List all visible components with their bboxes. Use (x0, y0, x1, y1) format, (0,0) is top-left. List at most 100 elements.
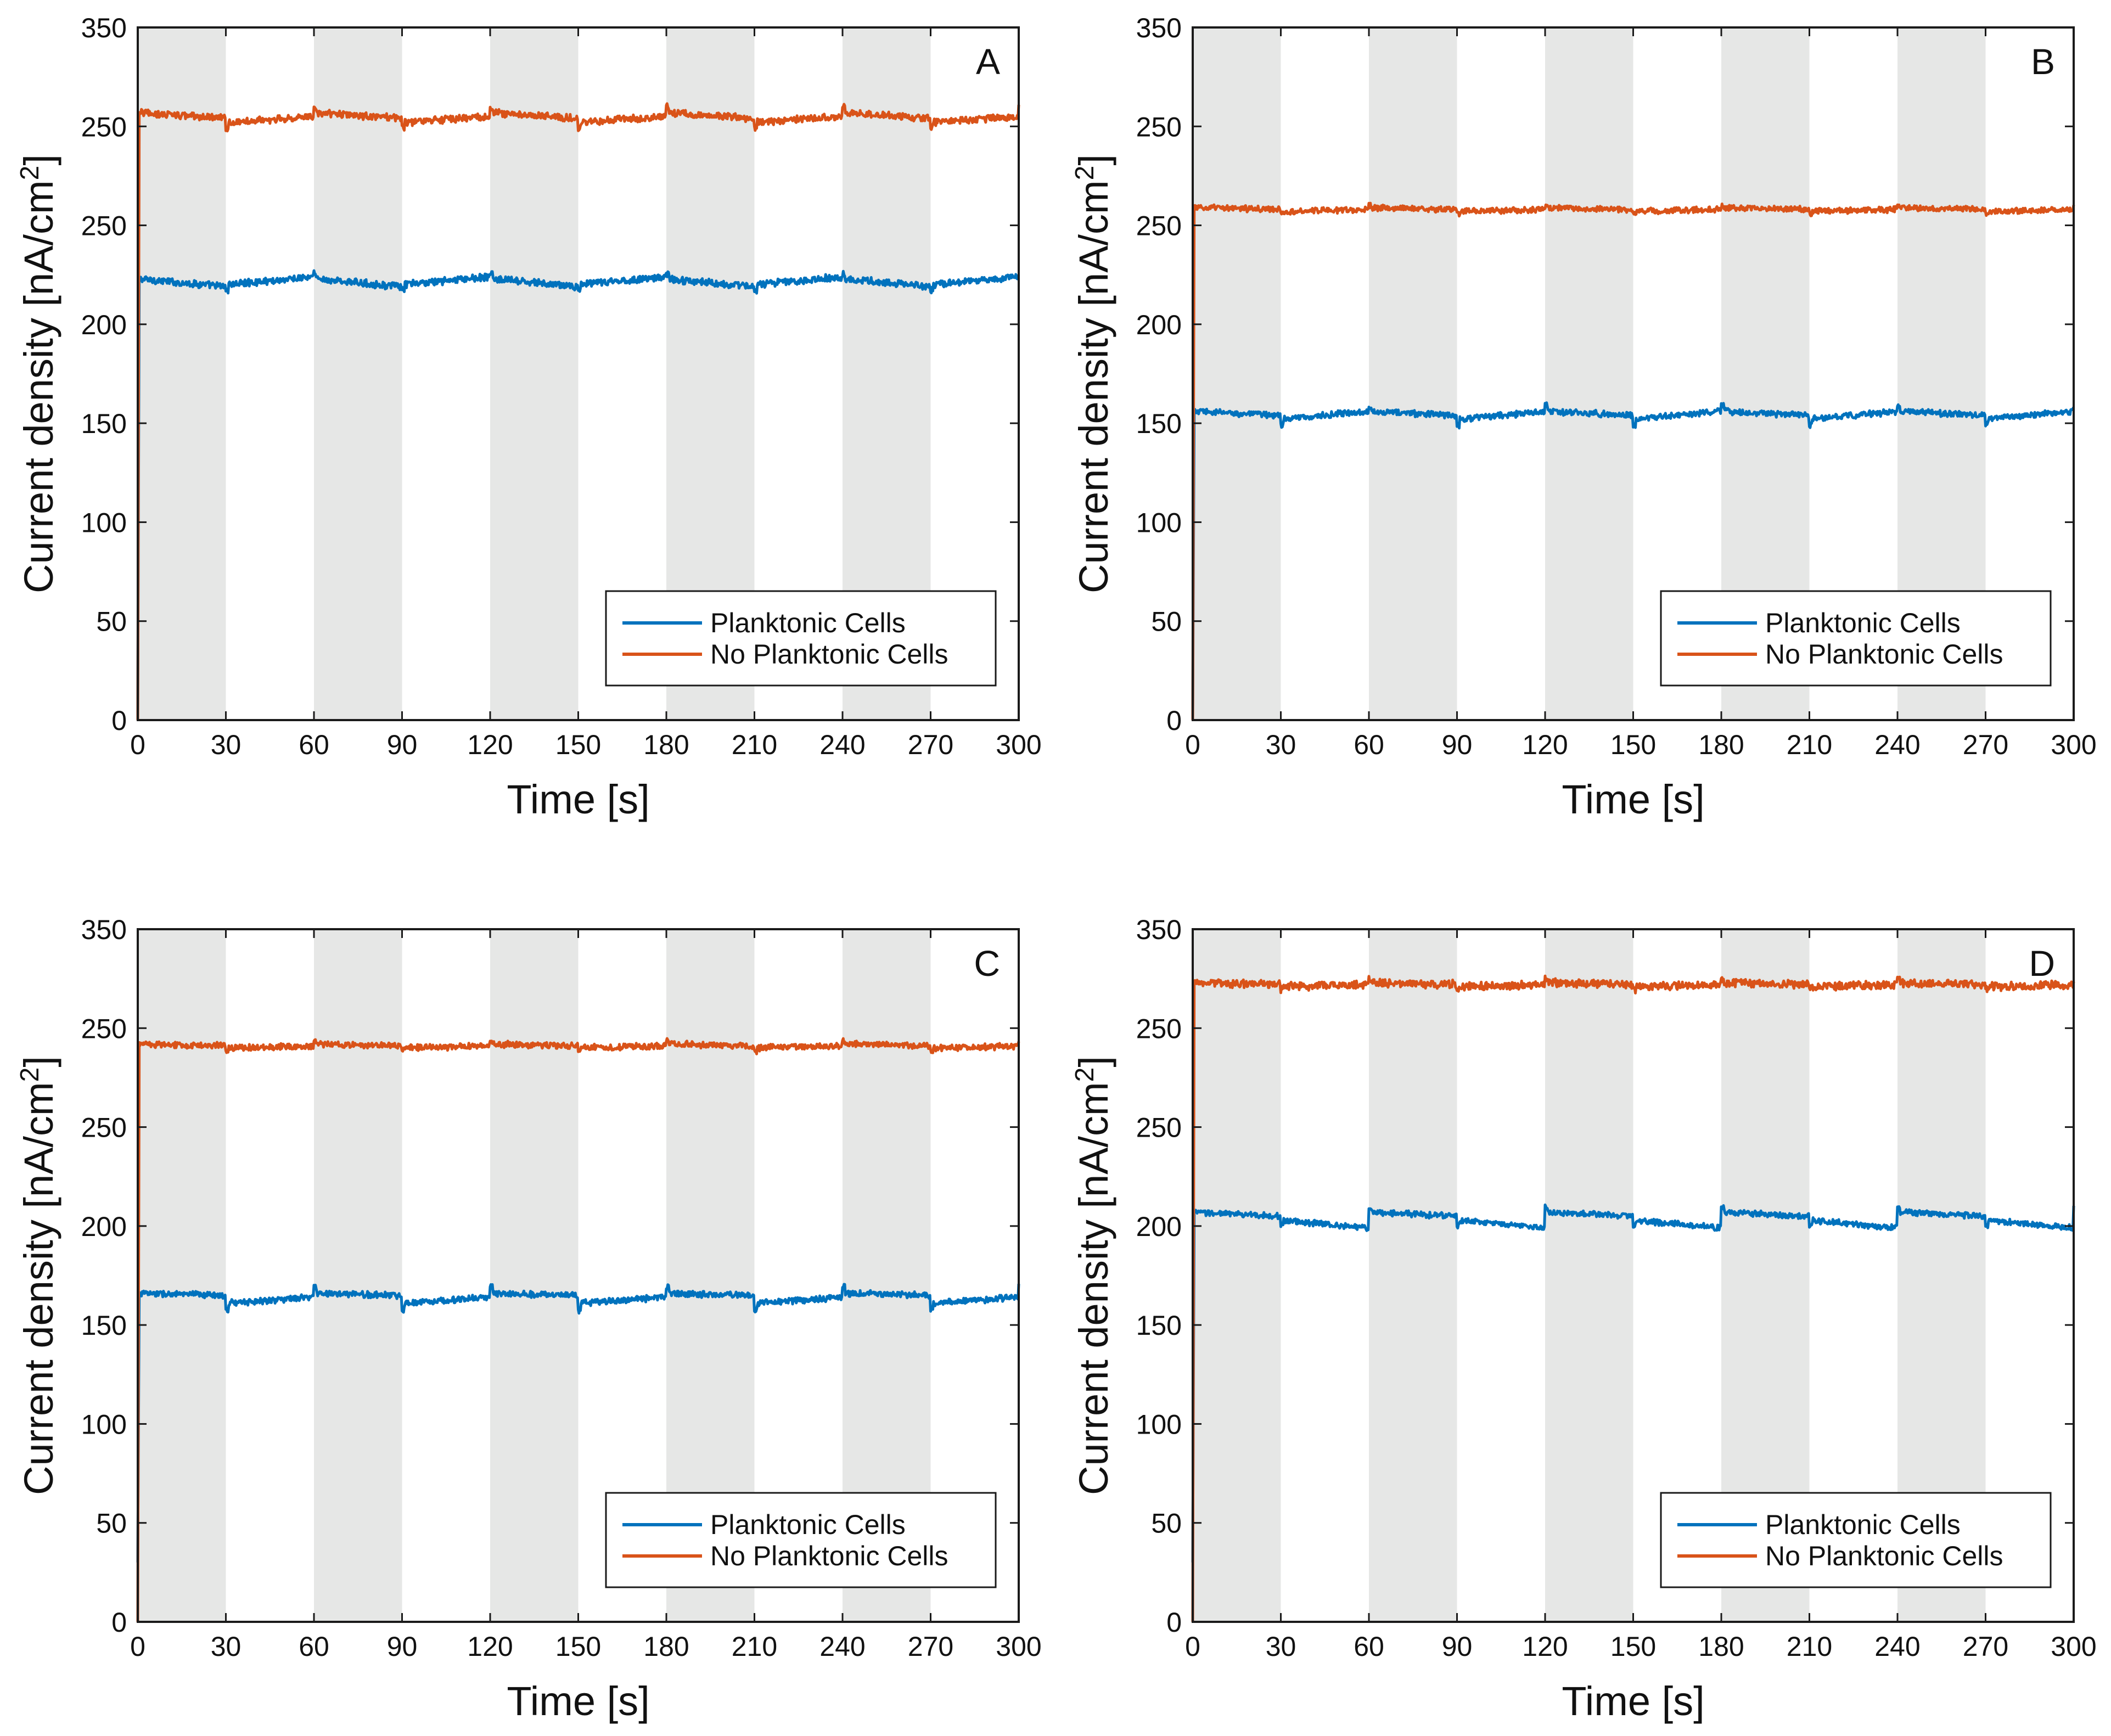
y-tick-label: 0 (1166, 1607, 1182, 1638)
x-tick-label: 0 (1185, 729, 1200, 760)
x-tick-label: 60 (1354, 729, 1384, 760)
y-axis-title-superscript: 2 (15, 1068, 44, 1082)
y-axis-title-end: ] (16, 1056, 61, 1068)
x-tick-label: 150 (1610, 1631, 1656, 1662)
y-tick-label: 150 (1136, 408, 1182, 439)
series-line-no-planktonic (1191, 974, 2075, 1622)
x-tick-label: 0 (130, 1631, 145, 1662)
y-tick-label: 350 (1136, 914, 1182, 945)
y-axis-title-superscript: 2 (15, 166, 44, 181)
x-axis-title: Time [s] (507, 777, 649, 822)
x-tick-label: 240 (1874, 729, 1920, 760)
x-tick-label: 180 (1698, 729, 1744, 760)
x-tick-label: 210 (1787, 1631, 1832, 1662)
series-line-planktonic (136, 269, 1020, 721)
x-tick-label: 270 (1963, 1631, 2008, 1662)
x-axis-title: Time [s] (1562, 777, 1704, 822)
x-tick-label: 120 (1522, 1631, 1568, 1662)
y-tick-label: 200 (81, 310, 127, 340)
x-tick-label: 300 (996, 729, 1041, 760)
x-tick-label: 30 (1266, 1631, 1296, 1662)
shaded-interval (314, 27, 402, 720)
legend-label: Planktonic Cells (1765, 1509, 1961, 1540)
y-tick-label: 250 (1136, 211, 1182, 241)
series-line-planktonic (136, 1283, 1020, 1563)
legend-label: No Planktonic Cells (1765, 639, 2003, 670)
shaded-interval (314, 929, 402, 1622)
x-tick-label: 240 (1874, 1631, 1920, 1662)
legend-box (1660, 1492, 2052, 1588)
y-tick-label: 250 (1136, 1013, 1182, 1044)
shaded-interval (1369, 27, 1457, 720)
legend-box (605, 590, 997, 687)
x-tick-label: 120 (467, 1631, 513, 1662)
y-axis-title-end: ] (1071, 1056, 1116, 1068)
y-tick-label: 50 (1151, 606, 1182, 637)
y-tick-label: 350 (81, 13, 127, 43)
x-tick-label: 90 (1442, 1631, 1473, 1662)
y-tick-label: 250 (81, 211, 127, 241)
legend-label: No Planktonic Cells (710, 639, 948, 670)
y-tick-label: 200 (1136, 1211, 1182, 1242)
x-tick-label: 270 (908, 1631, 953, 1662)
y-tick-label: 50 (1151, 1508, 1182, 1539)
x-tick-label: 270 (1963, 729, 2008, 760)
chart-panel-B: 0 30 60 90 120 150 180 210 240 270 300 0 50 100 150 200… (1070, 13, 2097, 822)
x-tick-label: 60 (299, 1631, 329, 1662)
y-axis-title-superscript: 2 (1070, 166, 1099, 181)
x-tick-label: 30 (211, 1631, 242, 1662)
legend-label: No Planktonic Cells (1765, 1541, 2003, 1571)
shaded-interval (138, 27, 226, 720)
y-tick-label: 50 (96, 1508, 127, 1539)
x-tick-label: 0 (1185, 1631, 1200, 1662)
y-tick-label: 100 (81, 507, 127, 538)
y-axis-title-superscript: 2 (1070, 1068, 1099, 1082)
shaded-interval (1545, 929, 1633, 1622)
y-tick-label: 200 (1136, 310, 1182, 340)
y-axis-title-main: Current density [nA/cm (16, 180, 61, 593)
shaded-interval (1193, 27, 1281, 720)
x-tick-label: 240 (819, 729, 865, 760)
y-tick-label: 0 (111, 705, 127, 736)
shaded-interval (138, 929, 226, 1622)
y-tick-label: 100 (1136, 507, 1182, 538)
legend-label: No Planktonic Cells (710, 1541, 948, 1571)
series-line-no-planktonic (1191, 201, 2075, 721)
legend-label: Planktonic Cells (710, 1509, 906, 1540)
series-line-planktonic (1191, 401, 2075, 721)
y-axis-title-main: Current density [nA/cm (1071, 180, 1116, 593)
legend-label: Planktonic Cells (710, 608, 906, 638)
x-tick-label: 60 (299, 729, 329, 760)
y-tick-label: 250 (1136, 111, 1182, 142)
shaded-interval (1369, 929, 1457, 1622)
x-tick-label: 210 (732, 1631, 777, 1662)
legend-box (605, 1492, 997, 1588)
y-axis-title: Current density [nA/cm2] (1070, 154, 1116, 593)
x-tick-label: 210 (1787, 729, 1832, 760)
chart-panel-D: 0 30 60 90 120 150 180 210 240 270 300 0 50 100 150 200… (1070, 914, 2097, 1724)
x-tick-label: 120 (467, 729, 513, 760)
x-tick-label: 150 (555, 729, 601, 760)
x-tick-label: 180 (643, 729, 689, 760)
y-tick-label: 150 (81, 408, 127, 439)
x-tick-label: 300 (2051, 729, 2096, 760)
series-line-planktonic (1191, 1203, 2075, 1563)
y-tick-label: 200 (81, 1211, 127, 1242)
x-tick-label: 120 (1522, 729, 1568, 760)
y-tick-label: 150 (1136, 1310, 1182, 1341)
y-axis-title-main: Current density [nA/cm (16, 1082, 61, 1495)
x-tick-label: 300 (996, 1631, 1041, 1662)
x-tick-label: 30 (1266, 729, 1296, 760)
y-tick-label: 100 (1136, 1409, 1182, 1440)
x-tick-label: 90 (387, 1631, 418, 1662)
legend-box (1660, 590, 2052, 687)
x-axis-title: Time [s] (1562, 1678, 1704, 1724)
x-tick-label: 180 (643, 1631, 689, 1662)
y-axis-title: Current density [nA/cm2] (15, 154, 61, 593)
panel-label: C (974, 943, 1000, 984)
x-tick-label: 300 (2051, 1631, 2096, 1662)
